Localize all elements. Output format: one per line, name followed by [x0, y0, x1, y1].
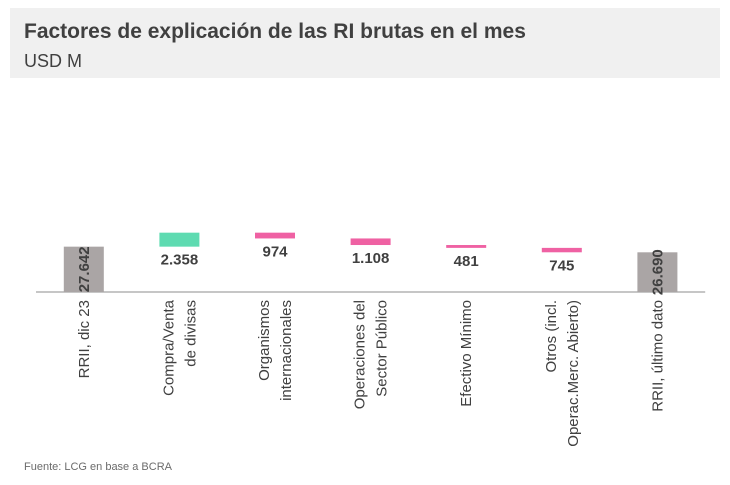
category-label-6: RRII, último dato	[649, 300, 666, 412]
category-label-3-line-1: Sector Público	[374, 300, 391, 397]
data-label-2: 974	[262, 243, 288, 260]
data-label-3: 1.108	[352, 250, 390, 267]
category-label-0: RRII, dic 23	[76, 300, 93, 378]
bar-3	[350, 238, 391, 246]
data-label-0: 27.642	[76, 246, 93, 292]
category-label-2-line-1: internacionales	[278, 300, 295, 401]
category-label-1: Compra/Venta de divisas	[160, 299, 199, 396]
data-label-6: 26.690	[649, 249, 666, 295]
category-label-5-line-0: Otros (incl.	[543, 300, 560, 373]
bar-2	[255, 232, 295, 239]
category-label-4-line-0: Efectivo Mínimo	[458, 300, 475, 407]
chart-title: Factores de explicación de las RI brutas…	[24, 20, 526, 43]
data-label-4: 481	[454, 253, 479, 270]
chart-header: Factores de explicación de las RI brutas…	[10, 8, 720, 78]
category-label-1-line-1: de divisas	[182, 300, 199, 367]
bar-5	[541, 247, 582, 253]
bar-1	[159, 232, 200, 247]
bar-4	[446, 245, 487, 248]
chart-units: USD M	[24, 51, 82, 71]
bar-0	[63, 246, 104, 292]
category-label-1-line-0: Compra/Venta	[160, 299, 177, 396]
category-label-6-line-0: RRII, último dato	[649, 300, 666, 412]
source-note: Fuente: LCG en base a BCRA	[24, 461, 172, 473]
category-label-2-line-0: Organismos	[256, 300, 273, 381]
category-label-0-line-0: RRII, dic 23	[76, 300, 93, 378]
category-label-5: Otros (incl. Operac.Merc. Abierto)	[543, 300, 582, 447]
category-label-3: Operaciones del Sector Público	[352, 300, 391, 409]
category-label-5-line-1: Operac.Merc. Abierto)	[565, 300, 582, 447]
category-label-2: Organismos internacionales	[256, 300, 295, 401]
bar-6	[637, 252, 678, 292]
category-label-4: Efectivo Mínimo	[458, 300, 475, 407]
data-label-1: 2.358	[161, 252, 199, 269]
category-label-3-line-0: Operaciones del	[352, 300, 369, 409]
data-label-5: 745	[549, 257, 574, 274]
